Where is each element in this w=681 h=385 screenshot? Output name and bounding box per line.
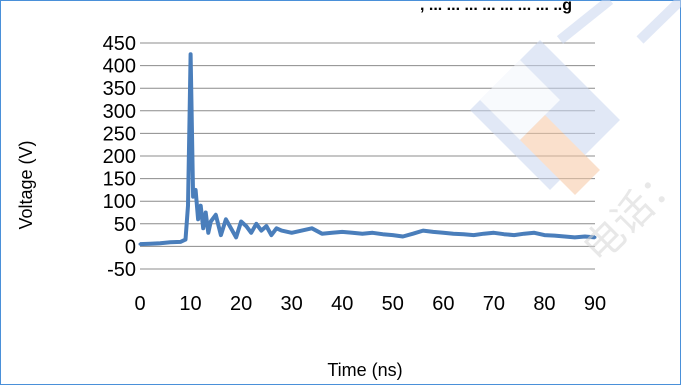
data-point-0-23 [239,220,243,224]
data-point-0-22 [234,235,238,239]
y-tick-label-5: 200 [103,146,136,168]
data-point-0-14 [201,226,205,230]
data-point-0-57 [542,233,546,237]
data-point-0-33 [300,229,304,233]
y-tick-label-9: 0 [125,236,136,258]
y-tick-label-1: 400 [103,56,136,78]
data-point-0-29 [269,233,273,237]
data-point-0-31 [280,229,284,233]
x-axis-title: Time (ns) [327,360,402,380]
data-point-0-42 [391,233,395,237]
data-point-0-16 [206,231,210,235]
x-tick-label-5: 50 [382,293,404,315]
x-tick-label-2: 20 [230,293,252,315]
data-point-0-49 [462,232,466,236]
data-point-0-1 [148,242,152,246]
data-point-0-43 [401,234,405,238]
y-tick-label-4: 250 [103,123,136,145]
data-point-0-27 [259,229,263,233]
x-tick-label-4: 40 [331,293,353,315]
data-point-0-9 [190,109,194,113]
data-point-0-59 [563,234,567,238]
data-point-0-38 [350,231,354,235]
data-point-0-24 [244,224,248,228]
data-point-0-60 [573,235,577,239]
data-point-0-41 [381,232,385,236]
x-tick-label-7: 70 [483,293,505,315]
data-point-0-36 [330,231,334,235]
data-point-0-26 [254,222,258,226]
x-tick-label-1: 10 [179,293,201,315]
data-point-0-11 [194,188,198,192]
data-point-0-34 [310,226,314,230]
data-point-0-6 [186,204,190,208]
chart-title: , ... ... ... ... ... ... ... ..g [420,0,572,14]
data-point-0-53 [502,232,506,236]
data-point-0-44 [411,232,415,236]
y-tick-label-8: 50 [114,214,136,236]
data-point-0-30 [275,226,278,230]
data-point-0-5 [184,238,187,242]
y-tick-label-6: 150 [103,169,136,191]
y-tick-label-3: 300 [103,101,136,123]
data-point-0-45 [421,229,425,233]
data-point-0-48 [451,232,455,236]
data-point-0-55 [522,232,526,236]
series-group [138,52,597,247]
data-point-0-46 [431,230,435,234]
data-point-0-20 [224,217,228,221]
data-point-0-17 [209,220,213,224]
data-point-0-52 [492,231,496,235]
data-point-0-47 [441,231,445,235]
data-point-0-58 [553,234,557,238]
data-point-0-18 [214,213,218,217]
y-tick-label-10: -50 [107,259,136,281]
data-point-0-54 [512,233,516,237]
x-tick-labels: 0 10 20 30 40 50 60 70 80 90 [134,293,606,315]
data-point-0-25 [249,231,253,235]
data-point-0-37 [340,230,344,234]
x-tick-label-6: 60 [432,293,454,315]
y-axis-title: Voltage (V) [16,140,36,229]
x-tick-label-8: 80 [533,293,555,315]
data-point-0-7 [188,118,192,122]
data-point-0-50 [472,233,476,237]
watermark-logo: 电话： [470,0,681,272]
data-point-0-2 [158,241,162,245]
x-tick-label-9: 90 [584,293,606,315]
data-point-0-40 [371,231,375,235]
data-point-0-4 [178,240,182,244]
data-point-0-61 [583,234,587,238]
data-point-0-62 [593,235,597,239]
data-point-0-13 [199,204,203,208]
data-point-0-56 [532,231,536,235]
y-tick-label-0: 450 [103,33,136,55]
data-point-0-8 [189,52,193,56]
y-tick-label-2: 350 [103,78,136,100]
data-point-0-3 [168,240,172,244]
data-point-0-39 [360,232,364,236]
data-point-0-19 [219,233,223,237]
data-point-0-32 [290,231,294,235]
data-point-0-12 [196,217,200,221]
x-tick-label-0: 0 [134,293,145,315]
data-point-0-0 [138,242,142,246]
x-tick-label-3: 30 [281,293,303,315]
data-point-0-51 [482,232,486,236]
data-point-0-15 [204,211,208,214]
y-tick-label-7: 100 [103,191,136,213]
data-point-0-28 [264,224,268,228]
data-point-0-21 [229,226,233,230]
data-point-0-10 [191,195,195,199]
data-point-0-35 [320,232,324,236]
